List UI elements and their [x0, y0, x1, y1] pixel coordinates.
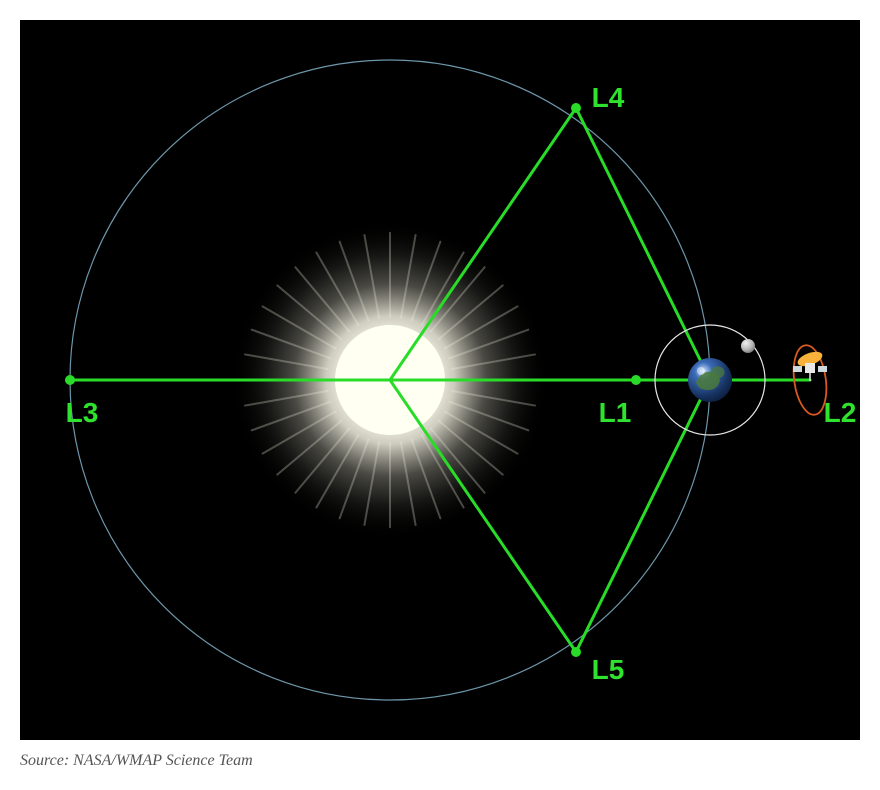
moon-icon — [741, 339, 755, 353]
diagram-svg — [20, 20, 860, 740]
lagrange-diagram: L1 L2 L3 L4 L5 — [20, 20, 860, 740]
diagram-frame: L1 L2 L3 L4 L5 Source: NASA/WMAP Science… — [20, 20, 860, 770]
earth-icon — [688, 358, 732, 402]
caption-text: Source: NASA/WMAP Science Team — [20, 752, 860, 770]
